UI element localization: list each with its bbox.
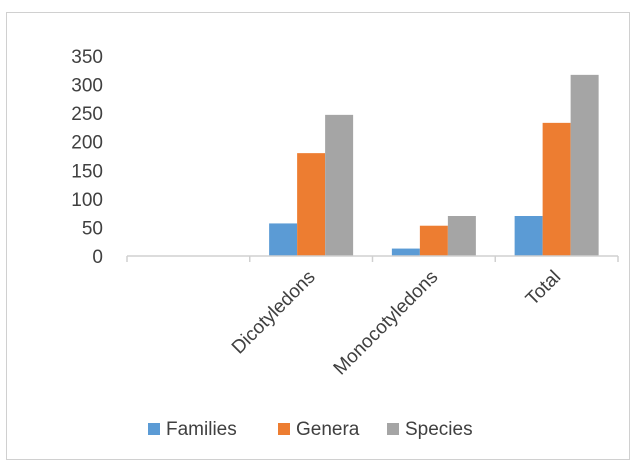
bar-species — [570, 74, 599, 256]
bar-families — [514, 216, 543, 256]
legend-swatch-species — [387, 423, 399, 435]
y-tick-label: 300 — [71, 76, 103, 97]
legend: Families Genera Species — [148, 419, 473, 440]
bar-genera — [297, 153, 326, 256]
y-tick-label: 350 — [71, 47, 103, 68]
y-tick-label: 200 — [71, 133, 103, 154]
y-tick-label: 50 — [82, 218, 103, 239]
legend-label-genera: Genera — [296, 419, 360, 440]
legend-swatch-genera — [278, 423, 290, 435]
bar-genera — [419, 225, 448, 256]
bar-genera — [542, 122, 571, 256]
legend-label-species: Species — [405, 419, 473, 440]
plot-area — [269, 74, 599, 256]
y-tick-label: 0 — [92, 247, 103, 268]
bar-families — [391, 248, 420, 256]
x-category-label: Dicotyledons — [228, 267, 320, 359]
legend-swatch-families — [148, 423, 160, 435]
bar-species — [325, 114, 354, 256]
x-axis: Dicotyledons Monocotyledons Total — [126, 255, 619, 380]
y-tick-label: 100 — [71, 190, 103, 211]
x-category-label: Monocotyledons — [330, 267, 443, 380]
y-tick-label: 150 — [71, 161, 103, 182]
bar-species — [447, 216, 476, 256]
y-axis: 0 50 100 150 200 250 300 350 — [71, 47, 103, 268]
x-category-label: Total — [522, 267, 565, 310]
bar-families — [269, 223, 298, 256]
legend-label-families: Families — [166, 419, 237, 440]
y-tick-label: 250 — [71, 104, 103, 125]
